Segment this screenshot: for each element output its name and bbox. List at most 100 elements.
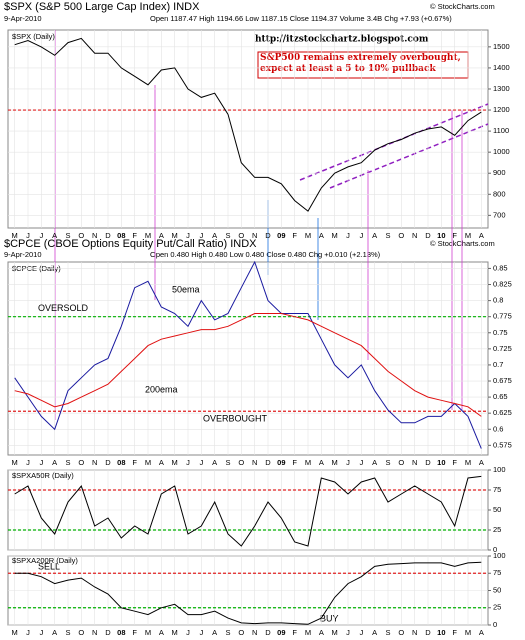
x-tick-label: M <box>465 628 471 637</box>
legend-label: $SPX (Daily) <box>12 32 55 41</box>
x-tick-label: O <box>238 458 244 467</box>
series-line <box>14 475 482 547</box>
x-tick-label: F <box>292 458 297 467</box>
x-tick-label: 08 <box>117 458 125 467</box>
x-tick-label: N <box>412 231 417 240</box>
y-tick-label: 0.575 <box>493 440 512 449</box>
y-tick-label: 50 <box>493 505 501 514</box>
legend-label: 50ema <box>172 284 200 294</box>
x-tick-label: A <box>372 628 377 637</box>
x-tick-label: N <box>92 458 97 467</box>
y-tick-label: 0.75 <box>493 328 508 337</box>
x-tick-label: D <box>425 458 431 467</box>
panel: 0 25 50 75 100 $SPXA50R (Daily) <box>8 465 506 554</box>
x-tick-label: J <box>39 458 43 467</box>
x-tick-label: A <box>319 628 324 637</box>
quote: Open 1187.47 High 1194.66 Low 1187.15 Cl… <box>150 14 452 23</box>
x-tick-label: 08 <box>117 628 125 637</box>
y-tick-label: 0.625 <box>493 408 512 417</box>
x-tick-label: M <box>332 458 338 467</box>
annotation-wrap: S&P500 remains extremely overbought, exp… <box>260 53 461 74</box>
x-tick-label: 09 <box>277 458 285 467</box>
x-tick-label: D <box>265 628 271 637</box>
x-tick-label: A <box>372 458 377 467</box>
x-tick-label: J <box>186 231 190 240</box>
x-tick-label: A <box>479 231 484 240</box>
x-tick-label: F <box>452 628 457 637</box>
title: $CPCE (CBOE Options Equity Put/Call Rati… <box>4 238 257 250</box>
x-tick-label: J <box>39 628 43 637</box>
x-tick-label: F <box>292 628 297 637</box>
title: $SPX (S&P 500 Large Cap Index) INDX <box>4 1 200 13</box>
x-tick-label: D <box>105 231 111 240</box>
x-tick-label: S <box>65 628 70 637</box>
x-tick-label: F <box>132 231 137 240</box>
x-tick-label: O <box>238 231 244 240</box>
y-tick-label: 800 <box>493 189 506 198</box>
x-tick-label: N <box>252 458 257 467</box>
x-tick-label: S <box>385 458 390 467</box>
x-tick-label: J <box>186 458 190 467</box>
y-tick-label: 0.7 <box>493 360 503 369</box>
x-tick-label: O <box>78 231 84 240</box>
date: 9-Apr-2010 <box>4 14 42 23</box>
quote: Open 0.480 High 0.480 Low 0.480 Close 0.… <box>150 250 381 259</box>
x-tick-label: O <box>238 628 244 637</box>
x-tick-label: M <box>172 628 178 637</box>
x-tick-label: J <box>359 231 363 240</box>
x-tick-label: 08 <box>117 231 125 240</box>
x-tick-label: A <box>159 458 164 467</box>
x-tick-label: J <box>359 458 363 467</box>
x-tick-label: J <box>39 231 43 240</box>
x-tick-label: 10 <box>437 458 445 467</box>
x-tick-label: O <box>398 231 404 240</box>
annotation: S&P500 remains extremely overbought, exp… <box>260 53 461 74</box>
x-tick-label: N <box>92 231 97 240</box>
reference-label: SELL <box>38 562 60 572</box>
x-tick-label: O <box>78 458 84 467</box>
x-tick-label: S <box>385 628 390 637</box>
x-tick-label: J <box>199 231 203 240</box>
x-tick-label: A <box>52 231 57 240</box>
reference-label: OVERSOLD <box>38 303 89 313</box>
series-line <box>14 260 482 449</box>
x-tick-label: D <box>265 231 271 240</box>
x-tick-label: M <box>172 458 178 467</box>
x-tick-label: M <box>305 628 311 637</box>
x-tick-label: A <box>212 628 217 637</box>
legend-label: 200ema <box>145 384 178 394</box>
trend-line <box>299 103 489 181</box>
x-tick-label: D <box>105 628 111 637</box>
url: http://itzstockchartz.blogspot.com <box>255 35 429 45</box>
legend-label: $SPXA50R (Daily) <box>12 471 74 480</box>
y-tick-label: 25 <box>493 603 501 612</box>
x-tick-label: J <box>359 628 363 637</box>
frame <box>7 29 489 229</box>
x-tick-label: N <box>92 628 97 637</box>
x-tick-label: S <box>225 458 230 467</box>
x-tick-label: M <box>12 628 18 637</box>
x-tick-label: M <box>12 231 18 240</box>
x-tick-label: A <box>159 628 164 637</box>
x-tick-label: J <box>186 628 190 637</box>
x-tick-label: A <box>212 458 217 467</box>
x-tick-label: M <box>172 231 178 240</box>
y-tick-label: 0.85 <box>493 263 508 272</box>
legend-label: $SPXA200R (Daily) <box>12 556 78 565</box>
y-tick-label: 100 <box>493 551 506 560</box>
x-tick-label: J <box>199 458 203 467</box>
x-tick-label: J <box>26 628 30 637</box>
y-tick-label: 1400 <box>493 63 510 72</box>
x-tick-label: M <box>145 458 151 467</box>
trend-lines <box>299 103 489 189</box>
series-line <box>14 313 482 417</box>
x-tick-label: D <box>265 458 271 467</box>
y-tick-label: 0 <box>493 620 497 629</box>
y-tick-label: 1000 <box>493 147 510 156</box>
x-tick-label: J <box>346 231 350 240</box>
y-tick-label: 1100 <box>493 126 509 135</box>
x-tick-label: S <box>225 231 230 240</box>
